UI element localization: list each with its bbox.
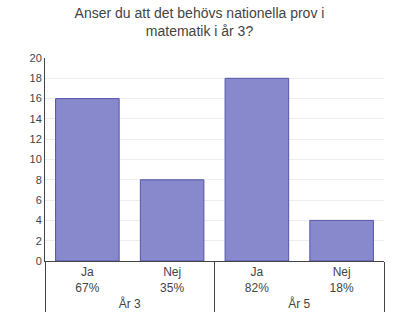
svg-text:Nej18%: Nej18% <box>330 265 354 295</box>
svg-text:4: 4 <box>36 214 42 226</box>
svg-text:20: 20 <box>30 52 42 64</box>
svg-text:År 5: År 5 <box>288 296 310 311</box>
svg-text:8: 8 <box>36 174 42 186</box>
svg-text:16: 16 <box>30 92 42 104</box>
svg-text:6: 6 <box>36 194 42 206</box>
svg-text:12: 12 <box>30 133 42 145</box>
svg-text:Ja67%: Ja67% <box>75 265 99 295</box>
svg-text:14: 14 <box>30 113 42 125</box>
svg-text:Ja82%: Ja82% <box>245 265 269 295</box>
svg-text:10: 10 <box>30 153 42 165</box>
svg-text:18: 18 <box>30 72 42 84</box>
svg-text:Nej35%: Nej35% <box>160 265 184 295</box>
svg-text:År 3: År 3 <box>119 296 141 311</box>
svg-text:Anser du att det behövs nation: Anser du att det behövs nationella prov … <box>75 5 325 39</box>
svg-text:0: 0 <box>36 255 42 267</box>
svg-text:2: 2 <box>36 235 42 247</box>
